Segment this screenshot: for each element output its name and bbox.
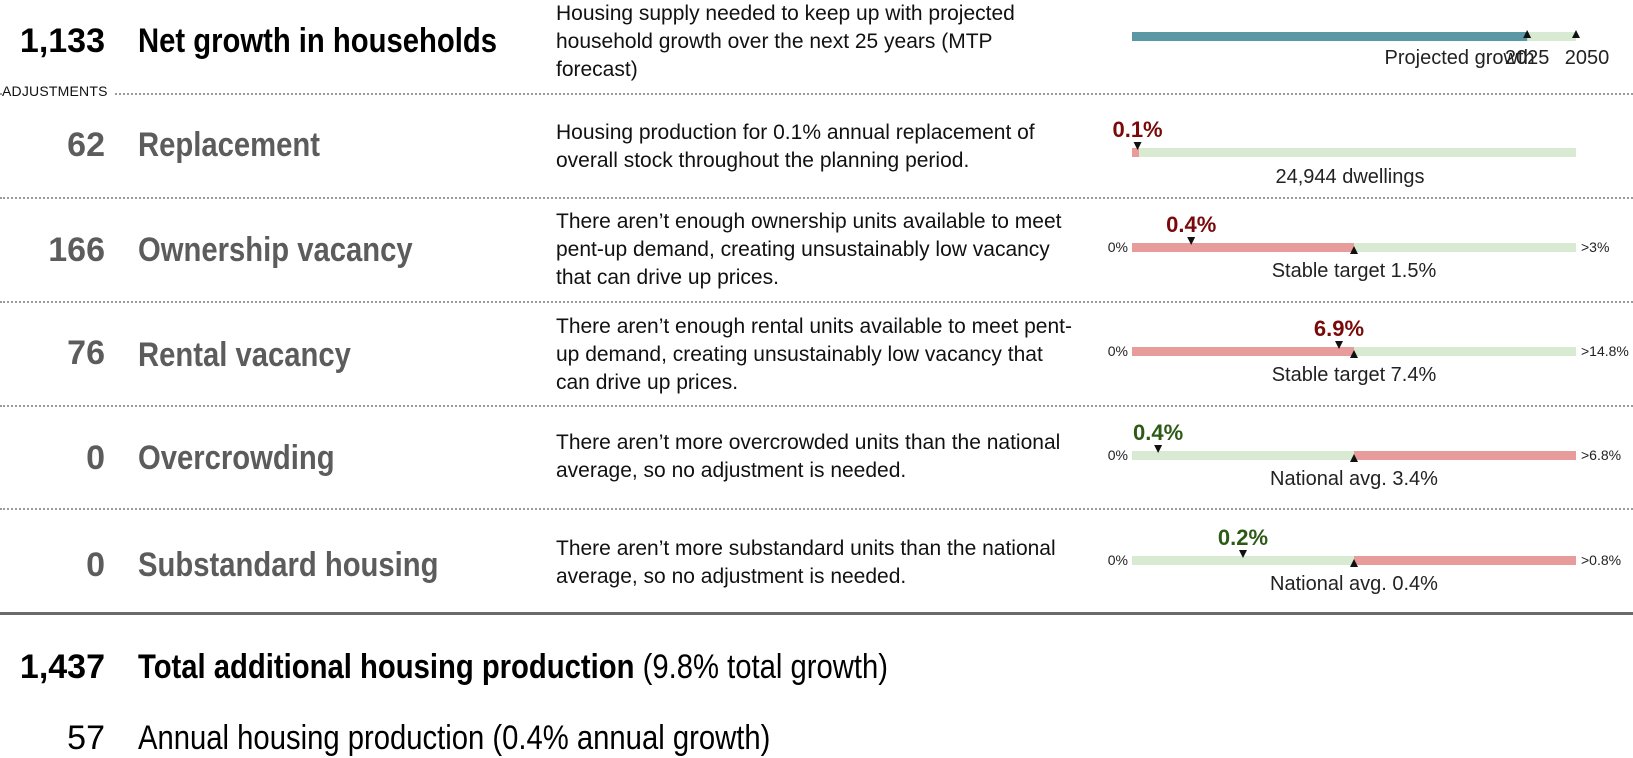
year-label-end: 2050	[1565, 47, 1610, 69]
bar-segment-low	[1132, 556, 1354, 565]
row-description: There aren’t more overcrowded units than…	[556, 431, 1061, 482]
bar-segment-low	[1132, 243, 1354, 252]
row-separator	[0, 301, 1633, 303]
marker-target	[1350, 246, 1358, 254]
row-title: Substandard housing	[138, 546, 439, 584]
bar-fill	[1132, 32, 1528, 41]
row-value: 76	[67, 334, 105, 372]
value-label: 0.1%	[1112, 117, 1162, 142]
row-title: Overcrowding	[138, 439, 335, 477]
row-description: There aren’t enough ownership units avai…	[556, 210, 1062, 289]
row-title: Net growth in households	[138, 22, 497, 60]
scale-min-label: 0%	[1108, 447, 1128, 463]
bar-track	[1132, 148, 1576, 157]
annual-label: Annual housing production (0.4% annual g…	[138, 719, 771, 757]
marker-value	[1187, 237, 1196, 245]
value-label: 6.9%	[1314, 316, 1364, 341]
row-separator	[0, 197, 1633, 199]
row-separator	[0, 405, 1633, 407]
row-value: 62	[67, 126, 105, 164]
bar-caption: Stable target 1.5%	[1272, 260, 1437, 282]
scale-min-label: 0%	[1108, 552, 1128, 568]
row-separator	[0, 508, 1633, 510]
bar-caption: National avg. 3.4%	[1270, 468, 1438, 490]
bar-caption: Projected growth	[1385, 47, 1535, 69]
marker-target	[1350, 454, 1358, 462]
marker-target	[1350, 559, 1358, 567]
row-value: 166	[48, 231, 105, 269]
total-line: Total additional housing production (9.8…	[138, 647, 888, 687]
row-value: 1,133	[19, 22, 105, 60]
scale-min-label: 0%	[1108, 239, 1128, 255]
bar-caption: Stable target 7.4%	[1272, 364, 1437, 386]
marker-value	[1335, 341, 1343, 349]
marker-end-year	[1572, 30, 1580, 38]
bar-caption: 24,944 dwellings	[1276, 166, 1425, 188]
total-divider	[0, 612, 1633, 615]
total-note: (9.8% total growth)	[642, 648, 889, 686]
row-title: Replacement	[138, 126, 321, 164]
row-separator	[0, 93, 1633, 95]
year-label-current: 2025	[1505, 47, 1550, 69]
marker-value	[1239, 550, 1247, 558]
scale-max-label: >3%	[1581, 239, 1609, 255]
marker-current-year	[1523, 30, 1532, 38]
marker-value	[1133, 142, 1142, 150]
row-value: 0	[86, 439, 105, 477]
bar-segment-low	[1132, 347, 1354, 356]
row-title: Ownership vacancy	[138, 231, 413, 269]
bar-segment-high	[1354, 556, 1576, 565]
scale-max-label: >14.8%	[1581, 343, 1629, 359]
scale-min-label: 0%	[1108, 343, 1128, 359]
bar-fill	[1132, 148, 1139, 157]
marker-value	[1154, 445, 1163, 453]
bar-segment-high	[1354, 347, 1576, 356]
value-label: 0.4%	[1133, 420, 1183, 445]
row-description: There aren’t more substandard units than…	[556, 537, 1056, 588]
bar-segment-low	[1132, 451, 1354, 460]
scale-max-label: >0.8%	[1581, 552, 1621, 568]
total-label: Total additional housing production	[138, 648, 635, 686]
row-value: 0	[86, 546, 105, 584]
row-title: Rental vacancy	[138, 336, 351, 374]
value-label: 0.4%	[1166, 212, 1216, 237]
marker-target	[1350, 350, 1358, 358]
row-description: There aren’t enough rental units availab…	[556, 315, 1072, 394]
bar-segment-high	[1354, 451, 1576, 460]
total-value: 1,437	[19, 648, 105, 686]
row-description: Housing supply needed to keep up with pr…	[556, 2, 1015, 81]
scale-max-label: >6.8%	[1581, 447, 1621, 463]
value-label: 0.2%	[1218, 525, 1268, 550]
bar-caption: National avg. 0.4%	[1270, 573, 1438, 595]
annual-value: 57	[67, 719, 105, 757]
row-description: Housing production for 0.1% annual repla…	[556, 121, 1035, 172]
adjustments-label: ADJUSTMENTS	[2, 83, 114, 99]
bar-segment-high	[1354, 243, 1576, 252]
